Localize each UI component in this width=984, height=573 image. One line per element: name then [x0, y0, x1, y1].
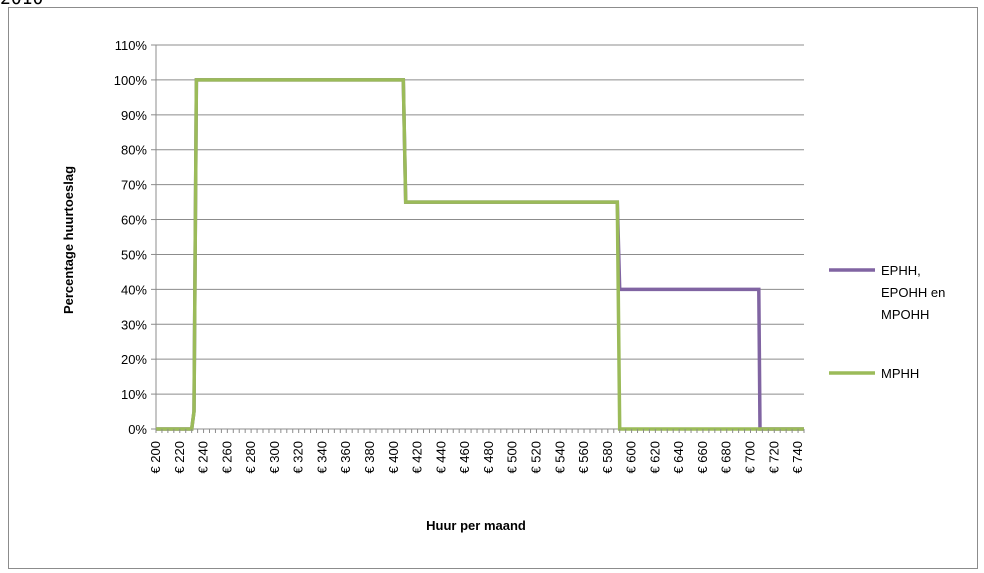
x-tick-label: € 620: [647, 441, 662, 474]
x-tick-label: € 260: [219, 441, 234, 474]
y-axis-label: Percentage huurtoeslag: [61, 166, 76, 314]
line-chart: 0% 10% 20% 30% 40% 50% 60% 70% 80% 90% 100% 110% € …: [61, 38, 945, 533]
x-tick-label: € 500: [505, 441, 520, 474]
x-tick-label: € 640: [671, 441, 686, 474]
plot-lines: [156, 78, 804, 431]
x-tick-label: € 240: [196, 441, 211, 474]
legend-label: EPHH, EPOHH en MPOHH: [881, 263, 945, 322]
x-tick-label: € 520: [528, 441, 543, 474]
x-tick-label: € 560: [576, 441, 591, 474]
x-axis-ticks: € 200 € 220 € 240 € 260 € 280 € 300 € 320 € 340…: [148, 429, 805, 474]
y-tick-label: 110%: [115, 38, 148, 53]
y-axis-ticks: 0% 10% 20% 30% 40% 50% 60% 70% 80% 90% 100% 110%: [114, 38, 156, 437]
y-tick-label: 70%: [121, 178, 147, 193]
y-tick-label: 30%: [121, 317, 147, 332]
x-tick-label: € 200: [148, 441, 163, 474]
x-tick-label: € 540: [552, 441, 567, 474]
gridlines: [155, 44, 804, 430]
legend: EPHH, EPOHH en MPOHH MPHH: [829, 263, 945, 381]
y-tick-label: 50%: [121, 247, 147, 262]
legend-label: MPHH: [881, 366, 919, 381]
y-tick-label: 90%: [121, 108, 147, 123]
chart-area: 0% 10% 20% 30% 40% 50% 60% 70% 80% 90% 100% 110% € …: [8, 7, 978, 569]
y-tick-label: 80%: [121, 143, 147, 158]
y-tick-label: 20%: [121, 352, 147, 367]
x-tick-label: € 480: [481, 441, 496, 474]
y-tick-label: 10%: [121, 387, 147, 402]
x-tick-label: € 740: [790, 441, 805, 474]
x-tick-label: € 320: [291, 441, 306, 474]
x-tick-label: € 420: [410, 441, 425, 474]
x-tick-label: € 440: [433, 441, 448, 474]
x-tick-label: € 700: [742, 441, 757, 474]
y-tick-label: 40%: [121, 282, 147, 297]
x-tick-label: € 580: [600, 441, 615, 474]
x-tick-label: € 400: [386, 441, 401, 474]
x-tick-label: € 360: [338, 441, 353, 474]
x-tick-label: € 220: [172, 441, 187, 474]
top-text: 2010: [0, 0, 43, 9]
x-tick-label: € 280: [243, 441, 258, 474]
x-tick-label: € 460: [457, 441, 472, 474]
y-tick-label: 100%: [114, 73, 148, 88]
x-tick-label: € 340: [314, 441, 329, 474]
x-tick-label: € 720: [766, 441, 781, 474]
x-tick-label: € 300: [267, 441, 282, 474]
x-tick-label: € 660: [695, 441, 710, 474]
x-tick-label: € 600: [624, 441, 639, 474]
y-tick-label: 60%: [121, 213, 147, 228]
x-tick-label: € 380: [362, 441, 377, 474]
x-axis-label: Huur per maand: [426, 518, 526, 533]
y-tick-label: 0%: [128, 422, 147, 437]
series-line-1: [156, 78, 804, 431]
x-tick-label: € 680: [719, 441, 734, 474]
